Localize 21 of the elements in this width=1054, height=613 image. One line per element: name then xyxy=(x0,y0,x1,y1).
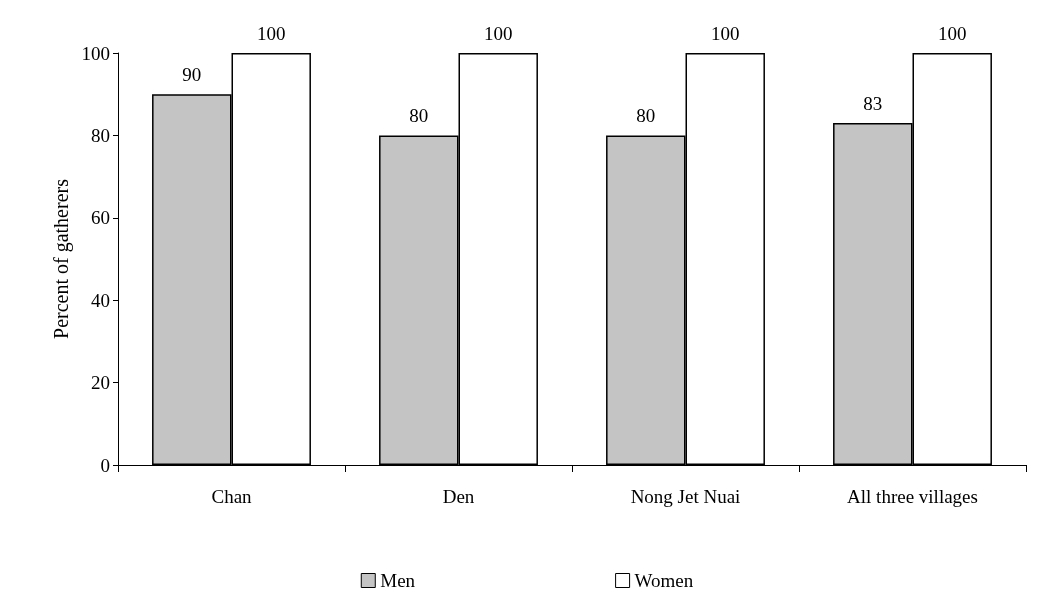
data-label: 100 xyxy=(710,23,740,44)
data-label: 100 xyxy=(483,23,513,44)
y-tick-label: 60 xyxy=(91,207,110,229)
data-label: 80 xyxy=(409,105,429,127)
y-tick-label: 40 xyxy=(91,289,110,311)
data-label: 100 xyxy=(937,23,967,44)
x-tick-label: Chan xyxy=(211,486,253,507)
y-axis-title: Percent of gatherers xyxy=(49,178,73,339)
x-tick-label: Den xyxy=(442,486,475,507)
legend-label: Men xyxy=(380,570,416,591)
data-label: 100 xyxy=(256,23,286,44)
data-label: 80 xyxy=(636,105,656,127)
y-tick-label: 0 xyxy=(100,454,110,476)
data-label: 90 xyxy=(182,64,202,86)
x-tick-label: All three villages xyxy=(847,486,978,507)
y-tick-label: 20 xyxy=(91,372,110,394)
y-tick-label: 80 xyxy=(91,124,110,146)
y-tick-label: 100 xyxy=(81,42,110,64)
legend-label: Women xyxy=(634,570,694,591)
x-tick-label: Nong Jet Nuai xyxy=(630,486,741,507)
data-label: 83 xyxy=(863,93,883,115)
